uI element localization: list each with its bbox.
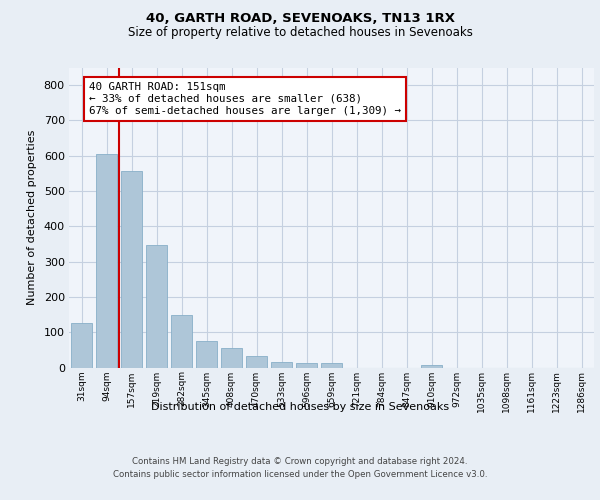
Bar [221, 348, 242, 368]
Bar [246, 356, 267, 368]
Bar [171, 314, 192, 368]
Bar [71, 324, 92, 368]
Text: Distribution of detached houses by size in Sevenoaks: Distribution of detached houses by size … [151, 402, 449, 412]
Bar [146, 244, 167, 368]
Bar [271, 362, 292, 368]
Bar [296, 363, 317, 368]
Text: 40, GARTH ROAD, SEVENOAKS, TN13 1RX: 40, GARTH ROAD, SEVENOAKS, TN13 1RX [146, 12, 455, 26]
Bar [321, 363, 342, 368]
Text: Size of property relative to detached houses in Sevenoaks: Size of property relative to detached ho… [128, 26, 472, 39]
Text: Contains HM Land Registry data © Crown copyright and database right 2024.
Contai: Contains HM Land Registry data © Crown c… [113, 458, 487, 479]
Bar [421, 364, 442, 368]
Bar [196, 341, 217, 367]
Bar [96, 154, 117, 368]
Y-axis label: Number of detached properties: Number of detached properties [27, 130, 37, 305]
Bar [121, 170, 142, 368]
Text: 40 GARTH ROAD: 151sqm
← 33% of detached houses are smaller (638)
67% of semi-det: 40 GARTH ROAD: 151sqm ← 33% of detached … [89, 82, 401, 116]
